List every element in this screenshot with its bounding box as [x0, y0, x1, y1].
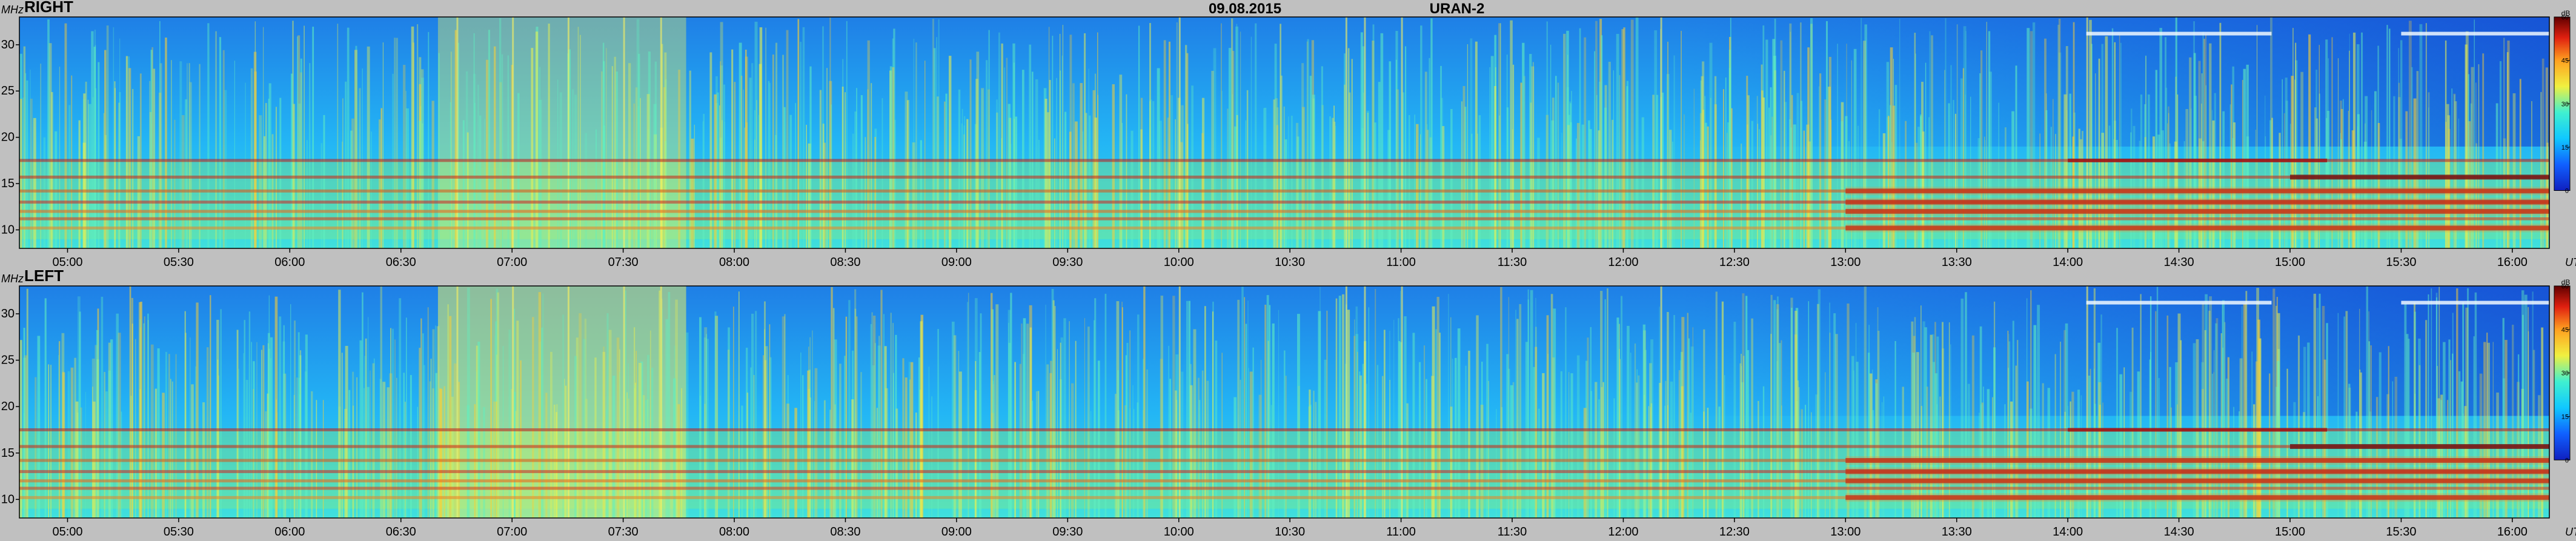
x-tick-label: 06:30	[386, 525, 416, 538]
colorbar-tick-label: 30	[2561, 370, 2569, 377]
y-tick-label: 10	[1, 223, 15, 236]
x-tick-label: 16:00	[2497, 256, 2528, 269]
x-tick-label: 07:30	[608, 525, 639, 538]
x-tick-label: 10:30	[1275, 525, 1305, 538]
spectrogram-image	[19, 17, 2549, 248]
x-tick-label: 12:30	[1719, 525, 1750, 538]
colorbar-tick-label: 0	[2565, 188, 2569, 195]
x-tick-label: 12:00	[1608, 525, 1638, 538]
y-axis-unit: MHz	[1, 273, 24, 285]
x-tick-label: 07:00	[497, 256, 527, 269]
x-tick-label: 06:00	[274, 525, 305, 538]
plot-frame	[19, 16, 2550, 249]
spectrogram-image	[19, 286, 2549, 518]
colorbar-tick-label: 30	[2561, 101, 2569, 108]
y-tick-label: 30	[1, 307, 15, 320]
x-tick-label: 11:00	[1386, 525, 1416, 538]
y-tick-label: 15	[1, 177, 15, 190]
colorbar-tick-label: 15	[2561, 144, 2569, 151]
x-tick-label: 14:30	[2164, 256, 2194, 269]
x-tick-label: 12:00	[1608, 256, 1638, 269]
x-tick-label: 14:00	[2053, 256, 2083, 269]
colorbar: dB 0 15 30 45 60	[2554, 9, 2571, 195]
x-tick-label: 15:30	[2386, 525, 2416, 538]
x-tick-label: 14:30	[2164, 525, 2194, 538]
x-tick-label: 13:00	[1830, 256, 1861, 269]
colorbar-tick-label: 0	[2565, 457, 2569, 464]
colorbar-unit: dB	[2561, 278, 2571, 287]
x-tick-label: 13:30	[1942, 256, 1972, 269]
colorbar-tick-label: 15	[2561, 413, 2569, 420]
x-tick-label: 13:30	[1942, 525, 1972, 538]
y-tick-label: 25	[1, 84, 15, 98]
colorbar-tick-label: 60	[2561, 283, 2569, 290]
x-tick-label: 06:00	[274, 256, 305, 269]
figure-date: 09.08.2015	[1209, 1, 1281, 17]
y-tick-label: 30	[1, 38, 15, 51]
x-axis-unit: UT	[2565, 256, 2576, 268]
x-tick-label: 14:00	[2053, 525, 2083, 538]
x-tick-label: 10:00	[1164, 256, 1194, 269]
colorbar-tick-label: 45	[2561, 327, 2569, 334]
x-tick-label: 05:00	[52, 525, 82, 538]
x-tick-label: 07:30	[608, 256, 639, 269]
y-tick-label: 10	[1, 493, 15, 506]
x-tick-label: 06:30	[386, 256, 416, 269]
x-tick-label: 15:00	[2275, 525, 2305, 538]
x-tick-label: 15:00	[2275, 256, 2305, 269]
x-tick-label: 08:30	[830, 525, 860, 538]
y-tick-label: 25	[1, 354, 15, 367]
x-tick-label: 07:00	[497, 525, 527, 538]
x-tick-label: 05:30	[164, 525, 194, 538]
x-tick-label: 09:30	[1052, 256, 1083, 269]
x-axis-unit: UT	[2565, 526, 2576, 538]
x-tick-label: 11:30	[1498, 256, 1527, 269]
colorbar-unit: dB	[2561, 9, 2571, 18]
figure-instrument: URAN-2	[1430, 1, 1485, 17]
colorbar-tick-label: 60	[2561, 14, 2569, 21]
colorbar-tick-label: 45	[2561, 58, 2569, 65]
plot-frame	[19, 285, 2550, 519]
x-tick-label: 05:00	[52, 256, 82, 269]
x-tick-label: 10:00	[1164, 525, 1194, 538]
x-tick-label: 09:30	[1052, 525, 1083, 538]
x-tick-label: 13:00	[1830, 525, 1861, 538]
x-tick-label: 05:30	[164, 256, 194, 269]
x-tick-label: 09:00	[941, 525, 972, 538]
colorbar: dB 0 15 30 45 60	[2554, 278, 2571, 464]
x-tick-label: 08:00	[719, 256, 749, 269]
x-tick-label: 08:00	[719, 525, 749, 538]
x-tick-label: 09:00	[941, 256, 972, 269]
x-tick-label: 10:30	[1275, 256, 1305, 269]
x-tick-label: 15:30	[2386, 256, 2416, 269]
y-tick-label: 20	[1, 131, 15, 144]
panel-title: RIGHT	[24, 0, 73, 16]
panel-title: LEFT	[24, 267, 64, 285]
x-tick-label: 11:30	[1498, 525, 1527, 538]
y-axis-unit: MHz	[1, 4, 24, 16]
y-tick-label: 20	[1, 400, 15, 413]
x-tick-label: 12:30	[1719, 256, 1750, 269]
x-tick-label: 11:00	[1386, 256, 1416, 269]
x-tick-label: 08:30	[830, 256, 860, 269]
x-tick-label: 16:00	[2497, 525, 2528, 538]
y-tick-label: 15	[1, 446, 15, 460]
